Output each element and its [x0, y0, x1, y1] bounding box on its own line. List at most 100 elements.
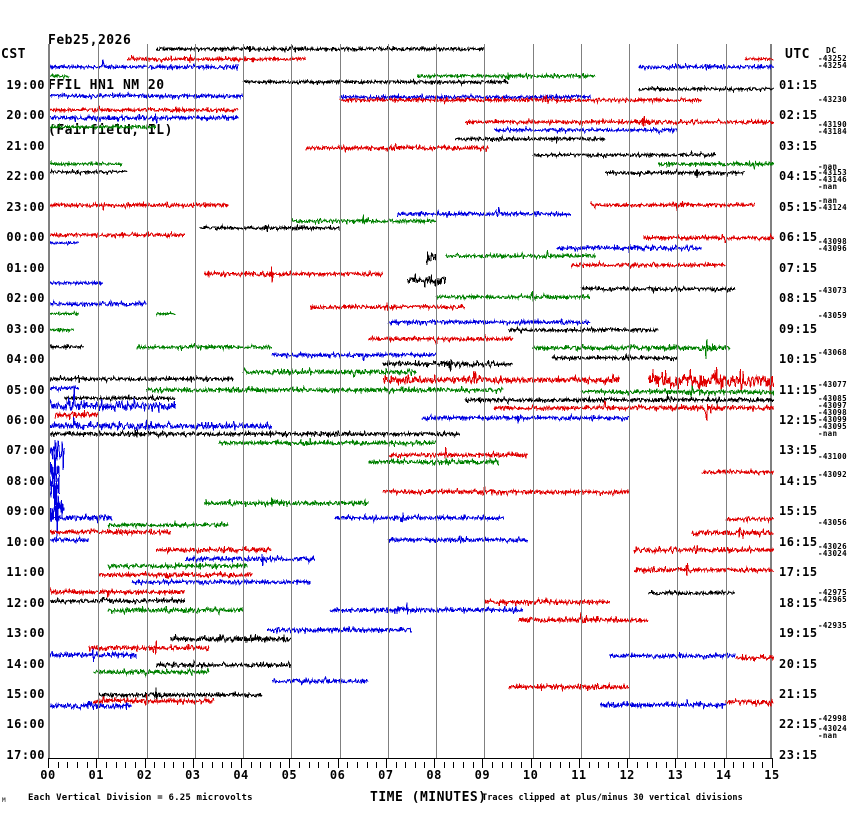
- dc-value-label: -43100: [818, 452, 847, 461]
- right-axis-tick-label: 22:15: [779, 717, 818, 732]
- left-axis-tick-label: 02:00: [6, 291, 45, 306]
- right-axis-tick-label: 16:15: [779, 534, 818, 549]
- trace-segment: [170, 634, 292, 644]
- x-axis-major-tick: [724, 758, 725, 768]
- dc-value-label: -43077: [818, 380, 847, 389]
- x-axis-minor-tick: [415, 762, 416, 768]
- x-axis-minor-tick: [251, 762, 252, 768]
- trace-segment: [50, 482, 60, 510]
- chart-header: Feb25,2026 FFIL HN1 NM 20 (Fairfield, IL…: [48, 3, 173, 153]
- trace-segment: [638, 85, 774, 94]
- left-axis-tick-label: 06:00: [6, 412, 45, 427]
- x-axis-minor-tick: [424, 762, 425, 768]
- trace-segment: [97, 687, 263, 701]
- x-axis-minor-tick: [376, 762, 377, 768]
- x-axis-minor-tick: [569, 762, 570, 768]
- x-axis-tick-label: 02: [136, 768, 153, 782]
- x-axis-tick-label: 01: [88, 768, 104, 782]
- trace-segment: [50, 586, 186, 598]
- grid-line-06: [340, 44, 341, 758]
- trace-segment: [50, 343, 84, 351]
- x-axis-minor-tick: [714, 762, 715, 768]
- x-axis-minor-tick: [666, 762, 667, 768]
- trace-segment: [204, 497, 369, 508]
- trace-segment: [50, 90, 244, 101]
- trace-segment: [199, 223, 340, 232]
- seismic-traces: [50, 44, 774, 711]
- trace-segment: [464, 393, 774, 406]
- x-axis-minor-tick: [608, 762, 609, 768]
- trace-segment: [406, 273, 447, 288]
- x-axis-minor-tick: [164, 762, 165, 768]
- dc-value-label: -43092: [818, 470, 847, 479]
- dc-value-label: -43085: [818, 394, 847, 403]
- trace-segment: [387, 535, 529, 545]
- trace-segment: [218, 438, 437, 447]
- trace-segment: [638, 62, 774, 71]
- x-axis-minor-tick: [502, 762, 503, 768]
- x-axis-minor-tick: [656, 762, 657, 768]
- trace-segment: [483, 597, 611, 607]
- trace-segment: [590, 200, 755, 211]
- trace-segment: [334, 512, 505, 524]
- left-axis-tick-label: 01:00: [6, 260, 45, 275]
- left-axis-tick-label: 08:00: [6, 473, 45, 488]
- x-axis-title: TIME (MINUTES): [370, 790, 487, 805]
- trace-segment: [64, 394, 176, 403]
- trace-segment: [493, 125, 678, 136]
- dc-value-label: -nan: [818, 182, 838, 191]
- trace-segment: [648, 367, 774, 394]
- left-axis-tick-label: 14:00: [6, 656, 45, 671]
- x-axis-tick-label: 12: [619, 768, 635, 782]
- dc-value-label: -nan: [818, 731, 838, 740]
- x-axis-tick-label: 06: [329, 768, 346, 782]
- x-axis-minor-tick: [589, 762, 590, 768]
- helicorder-plot[interactable]: [48, 44, 774, 758]
- trace-segment: [146, 384, 504, 396]
- grid-line-07: [388, 44, 389, 758]
- x-axis-minor-tick: [405, 762, 406, 768]
- trace-segment: [50, 104, 239, 114]
- trace-segment: [50, 168, 128, 177]
- dc-value-label: -43099: [818, 415, 847, 424]
- x-axis-minor-tick: [521, 762, 522, 768]
- x-axis-tick-label: 14: [715, 768, 732, 782]
- trace-segment: [155, 546, 272, 556]
- trace-segment: [50, 595, 186, 605]
- x-axis-minor-tick: [695, 762, 696, 768]
- trace-segment: [271, 351, 437, 362]
- dc-value-label: -43097: [818, 401, 847, 410]
- left-axis-tick-label: 19:00: [6, 78, 45, 92]
- trace-segment: [50, 280, 104, 287]
- trace-segment: [50, 513, 113, 524]
- trace-segment: [493, 400, 774, 422]
- dc-value-label: -43096: [818, 244, 847, 253]
- right-axis-tick-label: 02:15: [779, 108, 818, 123]
- trace-segment: [88, 640, 210, 655]
- dc-value-label: -43024: [818, 549, 847, 558]
- trace-segment: [518, 611, 649, 624]
- trace-segment: [368, 333, 514, 345]
- trace-segment: [242, 77, 509, 87]
- trace-segment: [368, 456, 499, 467]
- x-axis-minor-tick: [444, 762, 445, 768]
- trace-segment: [382, 485, 630, 498]
- right-axis-tick-label: 01:15: [779, 78, 818, 92]
- right-axis-tick-label: 09:15: [779, 321, 818, 336]
- x-axis-minor-tick: [492, 762, 493, 768]
- trace-segment: [508, 681, 630, 692]
- x-axis-minor-tick: [77, 762, 78, 768]
- right-axis-tick-label: 04:15: [779, 169, 818, 184]
- dc-value-label: -nan: [818, 162, 838, 171]
- x-axis-major-tick: [338, 758, 339, 768]
- dc-value-label: -43098: [818, 408, 847, 417]
- dc-value-label: -43024: [818, 724, 847, 733]
- dc-value-label: -42998: [818, 714, 847, 723]
- x-axis-tick-label: 03: [185, 768, 201, 782]
- right-axis-tick-label: 14:15: [779, 473, 818, 488]
- left-axis-tick-label: 21:00: [6, 138, 45, 153]
- trace-segment: [50, 429, 461, 439]
- x-axis-minor-tick: [473, 762, 474, 768]
- x-axis-minor-tick: [560, 762, 561, 768]
- right-axis-tick-label: 13:15: [779, 443, 818, 458]
